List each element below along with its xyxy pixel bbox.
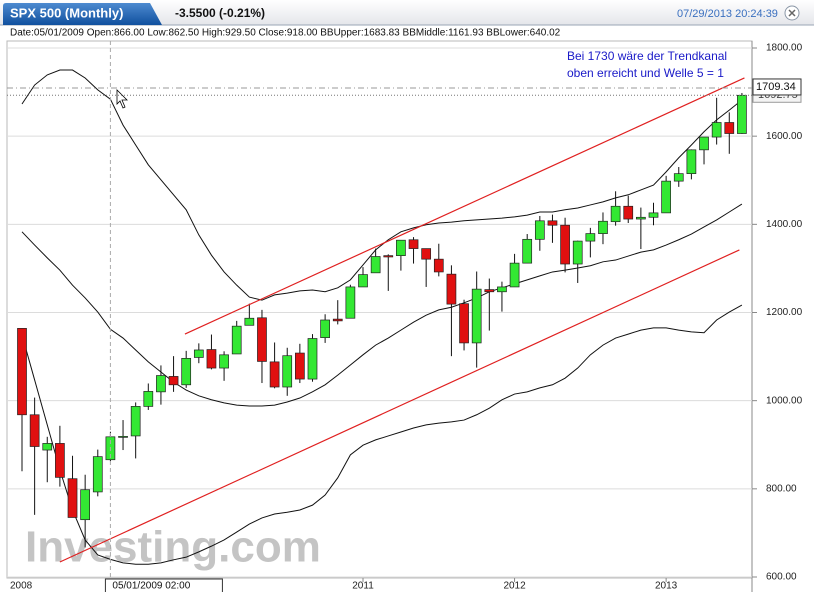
candle-body [206,349,217,369]
candle-body [307,338,318,380]
candle-body [383,255,394,258]
y-tick-label: 1400.00 [766,219,803,230]
candle-body [737,94,747,134]
candle-body [80,489,91,521]
candle-body [42,443,53,451]
candle-body [585,233,596,242]
candle-body [17,328,27,416]
candle-body [724,122,735,134]
title-tab[interactable] [3,3,162,25]
candle-body [130,406,141,437]
candle-body [231,325,242,355]
candle-body [598,220,608,234]
candle-body [560,224,570,265]
candle-body [648,212,659,218]
candle-body [168,376,179,386]
candle-body [67,478,78,518]
timestamp: 07/29/2013 20:24:39 [677,8,778,20]
candle-body [471,288,482,344]
candle-body [269,361,280,388]
candle-body [534,220,545,240]
candle-body [295,352,305,380]
candle-body [636,216,646,220]
annotation: oben erreicht und Welle 5 = 1 [567,66,724,80]
candle-body [408,239,419,249]
x-start-label: 2008 [10,581,33,592]
y-tick-label: 1200.00 [766,307,803,318]
candle-body [29,414,40,447]
close-icon [788,9,796,17]
candle-body [497,286,507,293]
candle-body [711,122,722,138]
y-tick-label: 600.00 [766,572,797,583]
candle-body [219,354,229,369]
candle-body [143,391,154,407]
candle-body [673,173,684,182]
candle-body [421,248,432,260]
candle-body [55,443,65,478]
candle-body [156,375,166,393]
plot-area [6,40,753,579]
crosshair-value-label: 1709.34 [756,81,796,93]
candle-body [610,205,621,223]
info-line: Date:05/01/2009 Open:866.00 Low:862.50 H… [10,28,561,39]
watermark: Investing.com [25,523,321,572]
candle-body [446,273,457,305]
candle-body [370,256,381,274]
candle-body [181,357,192,386]
candle-body [358,274,368,288]
cursor [116,89,128,109]
price-change: -3.5500 (-0.21%) [175,6,265,20]
candle-body [623,205,634,220]
candle-body [257,317,267,362]
candle-body [345,286,356,319]
bollinger-lower [21,304,743,565]
candle-body [459,303,469,344]
crosshair-date-label: 05/01/2009 02:00 [112,581,190,592]
annotation: Bei 1730 wäre der Trendkanal [567,49,727,63]
candle-body [572,240,583,265]
y-tick-label: 1600.00 [766,131,803,142]
candle-body [92,456,103,493]
crosshair-value-box [752,78,802,96]
x-tick-label: 2013 [655,581,678,592]
candle-body [244,317,255,326]
candle-body [118,436,128,438]
candle-body [699,136,709,151]
bollinger-upper [21,69,743,301]
y-tick-label: 1000.00 [766,395,803,406]
candle-body [661,180,671,214]
candle-body [332,318,343,322]
trendline [184,77,745,335]
candle-body [509,262,520,288]
candle-body [484,289,495,293]
candle-body [522,238,533,264]
y-tick-label: 800.00 [766,483,797,494]
candle-body [686,149,697,174]
candle-body [282,355,293,388]
chart-title: SPX 500 (Monthly) [10,5,123,20]
candle-body [433,258,444,273]
x-tick-label: 2011 [352,581,374,592]
candle-body [396,239,406,256]
candle-body [320,319,330,338]
y-tick-label: 1800.00 [766,43,803,54]
x-tick-label: 2012 [503,581,526,592]
candle-body [547,220,558,226]
trendline [59,249,740,563]
candle-body [193,349,204,358]
bollinger-middle [21,203,743,407]
